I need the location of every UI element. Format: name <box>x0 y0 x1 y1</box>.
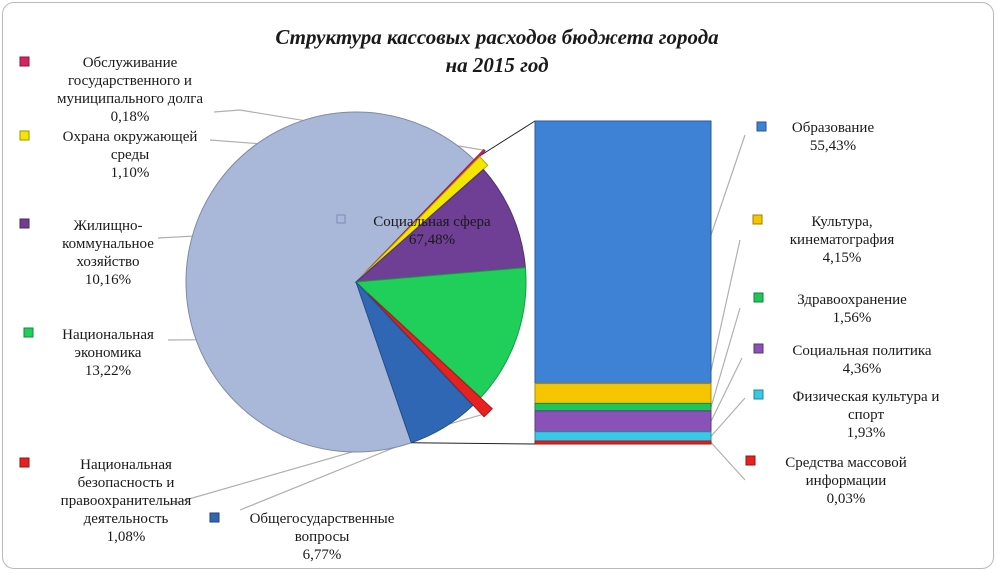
label-line-env-1: среды <box>111 147 149 163</box>
connector-bottom-line <box>411 442 536 445</box>
pie-slice-social <box>185 111 475 453</box>
label-social: Социальная сфера <box>373 214 491 230</box>
stacked-bar <box>534 120 712 445</box>
leader-line-education <box>705 134 746 251</box>
legend-marker-housing <box>19 218 30 229</box>
legend-marker-education <box>756 121 767 132</box>
label-line-media-0: Средства массовой <box>785 455 906 471</box>
bar-segment-sport <box>534 431 712 442</box>
legend-marker-social <box>336 214 346 224</box>
value-culture: 4,15% <box>823 250 862 266</box>
leader-line-media <box>710 442 746 481</box>
data-label-security: Национальная безопасность и правоохранител… <box>19 457 192 545</box>
leader-line-culture <box>705 239 741 394</box>
data-label-general: Общегосударственные вопросы 6,77% <box>209 511 395 563</box>
value-socpolicy: 4,36% <box>843 361 882 377</box>
bar-segment-education <box>534 120 712 385</box>
label-line-general-1: вопросы <box>295 529 350 545</box>
label-line-economy-0: Национальная <box>62 327 154 343</box>
value-media: 0,03% <box>827 491 866 507</box>
value-security: 1,08% <box>107 529 146 545</box>
pie-slice-general <box>355 281 474 444</box>
data-label-env: Охрана окружающей среды 1,10% <box>19 129 198 181</box>
data-label-education: Образование 55,43% <box>756 120 875 154</box>
label-line-debt-1: государственного и <box>68 73 192 89</box>
data-label-sport: Физическая культура и спорт 1,93% <box>753 389 940 441</box>
data-label-culture: Культура, кинематография 4,15% <box>752 214 895 266</box>
data-label-socpolicy: Социальная политика 4,36% <box>753 343 932 377</box>
label-line-sport-1: спорт <box>848 407 884 423</box>
legend-marker-general <box>209 512 220 523</box>
label-line-sport-0: Физическая культура и <box>793 389 940 405</box>
legend-marker-sport <box>753 389 764 400</box>
bar-segment-culture <box>534 383 712 404</box>
value-debt: 0,18% <box>111 109 150 125</box>
label-line-security-0: Национальная <box>80 457 172 473</box>
legend-marker-env <box>19 130 30 141</box>
label-line-housing-2: хозяйство <box>77 254 140 270</box>
label-line-culture-0: Культура, <box>811 214 872 230</box>
chart-title: Структура кассовых расходов бюджета горо… <box>275 25 718 49</box>
legend-marker-media <box>745 455 756 466</box>
label-line-debt-2: муниципального долга <box>57 91 203 107</box>
label-line-security-2: правоохранительная <box>61 493 192 509</box>
legend-marker-debt <box>19 56 30 67</box>
legend-marker-culture <box>752 214 763 225</box>
label-line-media-1: информации <box>806 473 887 489</box>
label-line-general-0: Общегосударственные <box>250 511 395 527</box>
pie-slice-debt <box>365 148 486 273</box>
bar-segment-health <box>534 402 712 412</box>
label-line-health-0: Здравоохранение <box>797 292 907 308</box>
data-label-economy: Национальная экономика 13,22% <box>23 327 154 379</box>
label-line-housing-0: Жилищно- <box>73 218 142 234</box>
leader-line-socpolicy <box>710 357 743 422</box>
chart-subtitle: на 2015 год <box>445 53 548 77</box>
legend-marker-health <box>753 292 764 303</box>
leader-line-health <box>710 307 741 408</box>
data-label-health: Здравоохранение 1,56% <box>753 292 907 326</box>
label-line-env-0: Охрана окружающей <box>63 129 198 145</box>
label-line-socpolicy-0: Социальная политика <box>792 343 931 359</box>
data-labels: Обслуживание государственного и муниципаль… <box>19 55 940 563</box>
pie-slice-env <box>360 156 489 279</box>
label-line-economy-1: экономика <box>75 345 142 361</box>
connector-top-line <box>473 120 536 161</box>
pie-slice-economy <box>354 267 527 399</box>
value-social: 67,48% <box>409 232 455 248</box>
value-economy: 13,22% <box>85 363 131 379</box>
label-line-housing-1: коммунальное <box>62 236 154 252</box>
pie-slice-security <box>367 292 493 418</box>
leader-line-sport <box>710 397 746 437</box>
label-line-security-3: деятельность <box>84 511 169 527</box>
value-housing: 10,16% <box>85 272 131 288</box>
legend-marker-security <box>19 457 30 468</box>
data-label-housing: Жилищно-коммунальное хозяйство 10,16% <box>19 218 154 288</box>
bar-segment-socpolicy <box>534 410 712 433</box>
value-env: 1,10% <box>111 165 150 181</box>
value-health: 1,56% <box>833 310 872 326</box>
label-line-culture-1: кинематография <box>790 232 895 248</box>
bar-segment-media <box>534 440 712 445</box>
data-label-social: Социальная сфера 67,48% <box>336 214 491 248</box>
value-education: 55,43% <box>810 138 856 154</box>
pie-chart <box>185 111 527 453</box>
value-sport: 1,93% <box>847 425 886 441</box>
value-general: 6,77% <box>303 547 342 563</box>
data-label-media: Средства массовой информации 0,03% <box>745 455 907 507</box>
label-line-security-1: безопасность и <box>78 475 175 491</box>
label-line-education-0: Образование <box>792 120 875 136</box>
data-label-debt: Обслуживание государственного и муниципаль… <box>19 55 203 125</box>
legend-marker-socpolicy <box>753 343 764 354</box>
pie-slice-housing <box>354 168 526 283</box>
label-line-debt-0: Обслуживание <box>83 55 178 71</box>
legend-marker-economy <box>23 327 34 338</box>
